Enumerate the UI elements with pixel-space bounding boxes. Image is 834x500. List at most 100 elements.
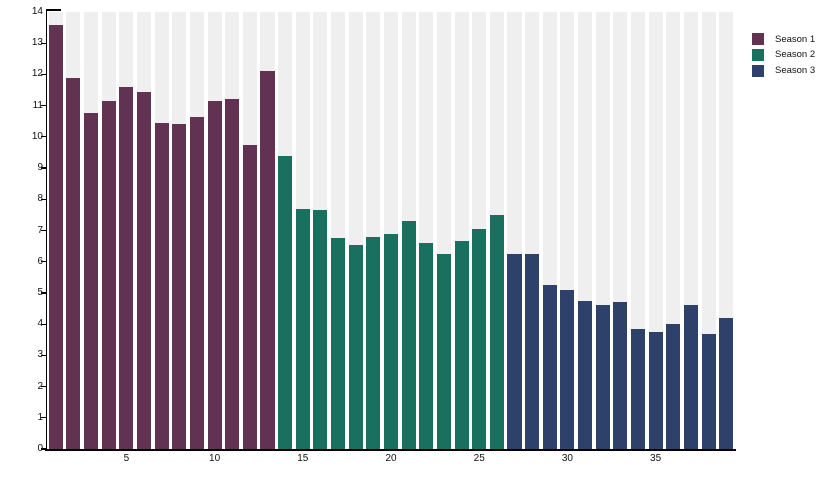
y-tick-2 bbox=[41, 385, 46, 388]
legend-item-season-1: Season 1 bbox=[752, 33, 815, 45]
bar-slot-39 bbox=[719, 12, 734, 449]
bar-slot-2 bbox=[66, 12, 81, 449]
bar-slot-38 bbox=[701, 12, 716, 449]
plot-area bbox=[47, 12, 735, 449]
y-axis-line bbox=[45, 9, 47, 450]
bar-slot-36 bbox=[666, 12, 681, 449]
bar-slot-13 bbox=[260, 12, 275, 449]
bar-slot-8 bbox=[172, 12, 187, 449]
bar-slot-18 bbox=[348, 12, 363, 449]
y-tick-label-9: 9 bbox=[37, 162, 43, 174]
y-tick-label-3: 3 bbox=[37, 349, 43, 361]
bar-slot-3 bbox=[84, 12, 99, 449]
bar-slot-30 bbox=[560, 12, 575, 449]
season-2-swatch-icon bbox=[752, 48, 764, 61]
y-tick-12 bbox=[41, 73, 46, 76]
bar-season2-ep18 bbox=[348, 244, 363, 449]
bar-slot-9 bbox=[189, 12, 204, 449]
x-tick-label-20: 20 bbox=[385, 453, 397, 464]
bar-season3-ep38 bbox=[701, 333, 716, 449]
bar-season2-ep26 bbox=[489, 214, 504, 449]
y-tick-13 bbox=[41, 42, 46, 44]
y-tick-label-14: 14 bbox=[31, 6, 43, 17]
y-tick-label-2: 2 bbox=[37, 380, 43, 392]
season-1-swatch-icon bbox=[752, 33, 764, 45]
bar-season3-ep31 bbox=[578, 300, 593, 449]
bar-season1-ep3 bbox=[84, 113, 99, 449]
y-tick-label-12: 12 bbox=[31, 68, 43, 80]
bar-slot-16 bbox=[313, 12, 328, 449]
bar-season3-ep34 bbox=[630, 328, 645, 449]
bar-season1-ep13 bbox=[260, 71, 275, 449]
bar-season3-ep28 bbox=[525, 253, 540, 449]
bar-slot-37 bbox=[683, 12, 698, 449]
y-tick-8 bbox=[41, 198, 46, 200]
bar-season2-ep25 bbox=[472, 228, 487, 449]
bar-slot-22 bbox=[419, 12, 434, 449]
bar-season2-ep24 bbox=[454, 241, 469, 449]
bar-slot-7 bbox=[154, 12, 169, 449]
y-tick-label-10: 10 bbox=[31, 130, 43, 142]
bars-container bbox=[47, 12, 735, 449]
x-axis-line bbox=[45, 449, 736, 451]
y-tick-10 bbox=[41, 136, 46, 138]
bar-slot-17 bbox=[331, 12, 346, 449]
bar-slot-32 bbox=[595, 12, 610, 449]
bar-slot-12 bbox=[242, 12, 257, 449]
x-tick-label-15: 15 bbox=[297, 453, 309, 464]
y-tick-11 bbox=[41, 105, 46, 107]
y-tick-label-13: 13 bbox=[31, 37, 43, 49]
bar-season3-ep30 bbox=[560, 289, 575, 449]
y-tick-label-11: 11 bbox=[32, 99, 43, 111]
y-tick-5 bbox=[41, 292, 46, 294]
bar-slot-35 bbox=[648, 12, 663, 449]
y-axis-top-cap bbox=[47, 9, 61, 11]
bar-slot-31 bbox=[578, 12, 593, 449]
bar-season1-ep8 bbox=[172, 124, 187, 449]
bar-slot-23 bbox=[436, 12, 451, 449]
bar-slot-33 bbox=[613, 12, 628, 449]
bar-slot-21 bbox=[401, 12, 416, 449]
season-3-swatch-icon bbox=[752, 64, 764, 77]
bar-season1-ep10 bbox=[207, 100, 222, 449]
bar-slot-4 bbox=[101, 12, 116, 449]
bar-slot-11 bbox=[225, 12, 240, 449]
bar-season2-ep14 bbox=[278, 155, 293, 449]
bar-season2-ep21 bbox=[401, 221, 416, 449]
bar-slot-26 bbox=[489, 12, 504, 449]
bar-season1-ep4 bbox=[101, 100, 116, 449]
legend-label: Season 3 bbox=[775, 65, 816, 77]
bar-season3-ep39 bbox=[719, 317, 734, 449]
y-tick-label-4: 4 bbox=[37, 318, 43, 330]
y-tick-7 bbox=[41, 229, 46, 232]
bar-season1-ep1 bbox=[48, 24, 63, 449]
bar-slot-14 bbox=[278, 12, 293, 449]
bar-season3-ep37 bbox=[683, 305, 698, 449]
legend: Season 1 Season 2 Season 3 bbox=[752, 33, 815, 80]
y-tick-label-5: 5 bbox=[37, 286, 43, 298]
x-tick-label-10: 10 bbox=[209, 453, 221, 464]
y-tick-9 bbox=[41, 167, 46, 169]
y-tick-label-1: 1 bbox=[37, 411, 43, 423]
bar-season3-ep32 bbox=[595, 305, 610, 449]
y-tick-0 bbox=[41, 448, 46, 450]
bar-slot-27 bbox=[507, 12, 522, 449]
bar-season1-ep11 bbox=[225, 99, 240, 449]
bar-season3-ep29 bbox=[542, 285, 557, 449]
bar-season1-ep12 bbox=[242, 144, 257, 449]
bar-season3-ep27 bbox=[507, 253, 522, 449]
y-tick-label-0: 0 bbox=[37, 443, 43, 454]
bar-slot-15 bbox=[295, 12, 310, 449]
legend-label: Season 2 bbox=[775, 49, 816, 61]
x-tick-label-35: 35 bbox=[650, 453, 662, 464]
legend-item-season-2: Season 2 bbox=[752, 48, 816, 61]
bar-season3-ep36 bbox=[666, 324, 681, 449]
bar-season2-ep16 bbox=[313, 210, 328, 449]
bar-season2-ep23 bbox=[436, 253, 451, 449]
y-tick-4 bbox=[41, 323, 46, 325]
bar-slot-24 bbox=[454, 12, 469, 449]
bar-slot-5 bbox=[119, 12, 134, 449]
bar-season2-ep17 bbox=[331, 238, 346, 449]
bar-slot-25 bbox=[472, 12, 487, 449]
